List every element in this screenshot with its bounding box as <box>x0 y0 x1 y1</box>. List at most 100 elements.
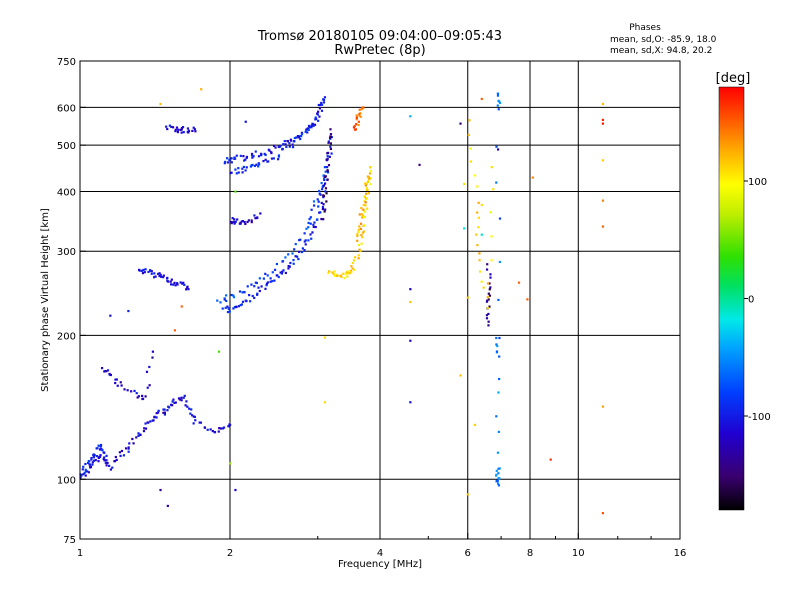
data-point <box>100 366 104 370</box>
data-point <box>149 420 152 423</box>
data-point <box>151 350 155 353</box>
data-point <box>316 198 319 201</box>
data-point <box>497 467 500 470</box>
data-point <box>480 233 483 236</box>
data-point <box>323 178 326 182</box>
colorbar-label: [deg] <box>716 71 751 86</box>
data-point <box>351 267 354 270</box>
data-point <box>495 181 498 184</box>
data-point <box>97 444 100 447</box>
data-point <box>225 299 228 303</box>
data-point <box>243 221 246 224</box>
data-point <box>355 118 358 121</box>
data-point <box>123 388 126 391</box>
data-point <box>245 155 249 159</box>
data-point <box>94 459 97 462</box>
data-point <box>409 288 412 291</box>
data-point <box>329 147 333 151</box>
data-point <box>186 285 189 288</box>
data-point <box>273 279 276 282</box>
data-point <box>488 305 491 308</box>
data-point <box>317 200 320 203</box>
data-point <box>218 427 221 430</box>
x-tick-label: 1 <box>77 548 83 559</box>
data-point <box>108 373 111 376</box>
data-point <box>469 147 472 150</box>
data-point <box>487 320 490 323</box>
x-tick-label: 16 <box>674 548 687 559</box>
data-point <box>252 155 255 158</box>
y-axis-label: Stationary phase Virtual Height [km] <box>40 208 51 392</box>
data-point <box>357 257 360 260</box>
data-point <box>160 275 163 278</box>
data-point <box>87 459 90 463</box>
data-point <box>366 188 369 191</box>
data-point <box>354 128 358 131</box>
data-point <box>88 463 91 466</box>
data-point <box>239 154 242 157</box>
data-point <box>271 271 274 274</box>
data-point <box>307 128 310 132</box>
data-point <box>213 431 216 434</box>
data-point <box>363 224 366 227</box>
data-point <box>146 386 149 389</box>
data-point <box>108 464 111 467</box>
data-point <box>206 428 209 431</box>
data-point <box>342 272 345 275</box>
data-point <box>277 275 280 279</box>
data-point <box>318 211 321 214</box>
data-point <box>229 159 232 162</box>
data-point <box>226 157 229 160</box>
data-point <box>356 234 359 237</box>
data-point <box>468 119 471 122</box>
data-point <box>321 188 324 191</box>
data-point <box>333 270 336 273</box>
data-point <box>356 233 359 236</box>
y-tick-label: 500 <box>57 141 76 152</box>
data-point <box>489 211 492 214</box>
data-point <box>105 464 108 467</box>
data-point <box>293 248 296 251</box>
data-point <box>221 427 225 430</box>
data-point <box>163 408 166 411</box>
data-point <box>355 123 358 126</box>
data-point <box>275 262 279 266</box>
data-point <box>307 239 310 242</box>
data-point <box>363 199 366 203</box>
data-point <box>318 189 321 193</box>
data-point <box>496 92 500 95</box>
data-point <box>272 144 276 148</box>
data-point <box>194 419 197 422</box>
data-point <box>221 307 224 310</box>
data-point <box>256 293 259 296</box>
data-point <box>192 415 195 418</box>
data-point <box>328 136 332 139</box>
data-point <box>286 139 289 143</box>
data-point <box>217 350 221 353</box>
data-point <box>334 273 337 276</box>
data-point <box>193 128 197 131</box>
data-point <box>223 297 226 300</box>
data-point <box>159 488 162 492</box>
data-point <box>277 158 280 161</box>
data-point <box>277 154 281 157</box>
data-point <box>82 473 85 476</box>
data-point <box>278 145 281 148</box>
data-point <box>166 127 169 131</box>
data-point <box>369 166 372 169</box>
data-point <box>490 166 493 169</box>
data-point <box>346 275 349 278</box>
data-point <box>105 370 108 373</box>
data-point <box>285 145 288 149</box>
data-point <box>151 356 154 359</box>
data-point <box>114 381 117 385</box>
data-point <box>320 101 323 105</box>
data-point <box>601 122 605 125</box>
data-point <box>254 217 257 220</box>
data-point <box>163 411 167 414</box>
data-point <box>177 397 181 400</box>
data-point <box>230 171 233 174</box>
data-point <box>217 430 220 433</box>
data-point <box>238 290 242 293</box>
data-point <box>323 336 327 339</box>
